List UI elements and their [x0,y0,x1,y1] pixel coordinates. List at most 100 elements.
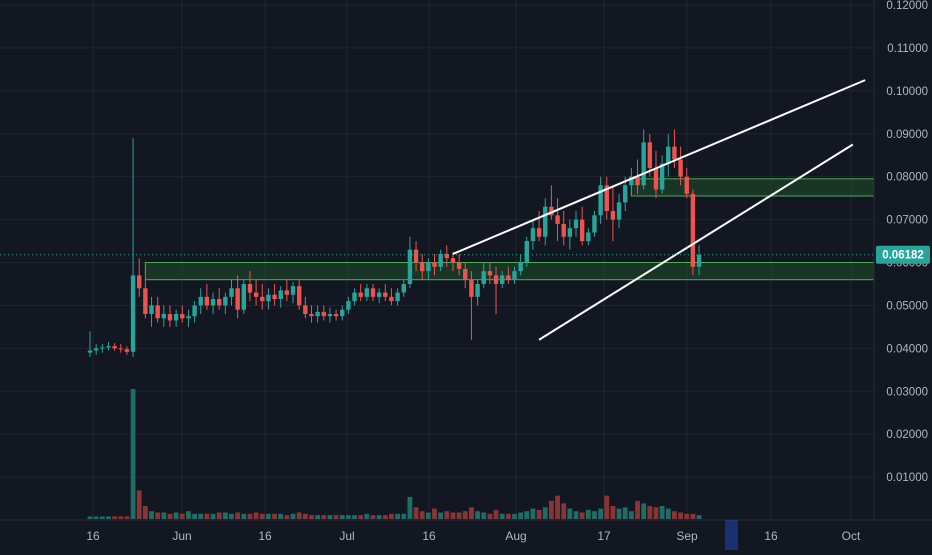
volume-bar [518,512,524,519]
candle-body [204,296,210,306]
volume-bar [222,512,228,519]
volume-bar [216,512,222,519]
candle-body [586,232,591,242]
volume-bar [592,511,597,519]
volume-bar [173,512,179,519]
candle-body [235,288,240,310]
volume-bar [462,511,468,519]
candle-body [186,316,191,319]
volume-bar [487,513,493,519]
candle-body [106,346,111,348]
volume-bar [684,513,690,519]
volume-bar [161,512,167,519]
time-axis[interactable]: 16 Jun 16 Jul 16 Aug 17 Sep 16 Oct [0,519,932,550]
candle-body [143,288,148,315]
volume-bar [302,513,308,519]
price-tick-label: 0.07000 [886,215,928,227]
candle-body [149,305,154,315]
volume-bar [229,513,234,519]
time-tick-label: 17 [597,529,611,543]
volume-bar [130,389,136,519]
volume-bar [136,490,142,519]
last-price-box [876,245,930,264]
candle-body [167,314,173,321]
volume-bar [358,515,364,519]
volume-bar [210,513,216,519]
volume-bar [364,513,370,519]
candle-body [469,279,474,297]
volume-bar [124,516,130,519]
volume-bar [333,515,339,519]
volume-bar [272,513,277,519]
volume-bar [407,496,413,519]
volume-bar [542,507,548,519]
candle-body [450,258,456,263]
candle-body [315,311,320,317]
candle-body [210,299,216,306]
volume-bar [93,516,99,519]
volume-bar [493,509,499,519]
volume-bar [444,511,450,519]
volume-bar [659,506,665,519]
candle-body [303,305,308,315]
candle-body [616,202,622,220]
price-axis[interactable]: 0.12000 0.11000 0.10000 0.09000 0.08000 0.070… [873,0,932,520]
price-tick-label: 0.08000 [886,172,928,184]
candle-body [358,292,363,297]
candle-body [549,206,554,216]
candle-body [573,219,579,229]
time-tick-label: Jul [339,529,354,543]
candle-body [635,176,640,186]
candle-body [173,314,179,321]
candle-body [93,348,99,351]
candle-body [543,206,548,237]
candle-body [499,275,505,284]
candle-body [272,294,277,300]
price-tick-label: 0.05000 [886,300,928,312]
volume-bar [641,503,647,519]
price-tick-label: 0.02000 [886,429,928,441]
volume-bar [112,516,118,519]
volume-bar [696,515,702,519]
volume-bar [376,515,382,519]
candle-body [524,241,529,263]
time-tick-label: 16 [422,529,436,543]
candle-body [647,142,653,169]
last-price-label: 0.06182 [876,245,930,264]
candles [87,129,702,357]
volume-bar [536,509,542,519]
candle-body [395,292,400,302]
candle-body [678,159,683,177]
candle-body [180,314,185,319]
candle-body [598,185,603,216]
volume-bar [266,513,271,519]
volume-bar [622,507,628,519]
candle-body [223,296,228,306]
volume-bar [481,512,487,519]
candle-body [536,228,542,237]
trendline [452,79,866,255]
candle-body [112,346,117,349]
time-tick-label: Aug [505,529,526,543]
candle-body [456,262,462,269]
candle-body [198,296,203,306]
volume-bar [665,508,671,519]
price-tick-label: 0.01000 [886,472,928,484]
volume-bar [653,507,659,519]
volume-bar [505,513,511,519]
candle-body [493,275,499,284]
volume-bar [389,513,394,519]
trendlines [452,79,866,341]
volume-bar [585,509,591,519]
candle-body [216,299,222,306]
candle-body [561,223,566,237]
volume-bar [247,513,253,519]
candle-body [641,142,646,186]
volume-bar [475,511,480,519]
candle-body [475,283,480,297]
volume-bar [573,511,579,519]
volume-bar [499,513,505,519]
time-tick-label: Jun [172,529,191,543]
